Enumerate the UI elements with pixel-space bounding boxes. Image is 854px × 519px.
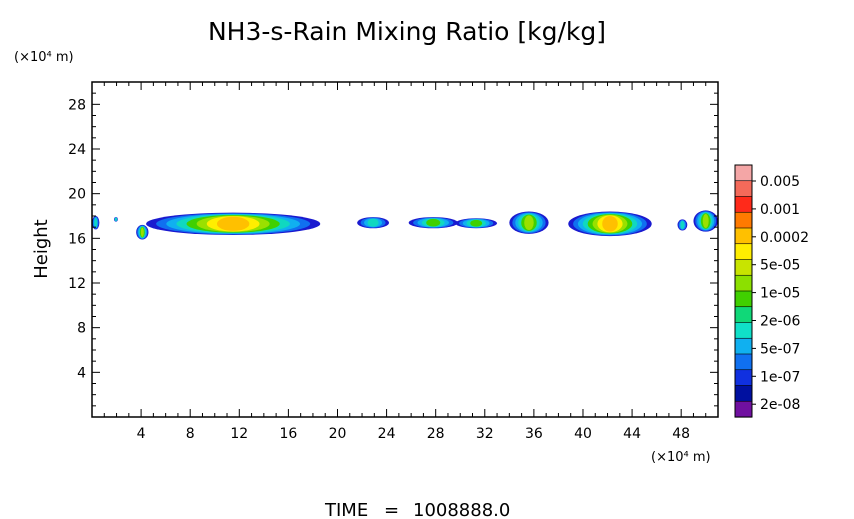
contour-region (408, 217, 458, 229)
y-tick-label: 12 (68, 276, 86, 292)
time-equals: = (384, 500, 399, 519)
colorbar-label: 2e-08 (760, 397, 800, 413)
contour-level (602, 216, 618, 232)
colorbar-swatch (734, 322, 753, 339)
contour-level (216, 216, 250, 231)
colorbar-label: 0.0002 (760, 230, 809, 246)
contour-region (509, 211, 549, 234)
colorbar-label: 5e-05 (760, 258, 800, 274)
contour-level (114, 217, 117, 221)
colorbar-swatch (734, 290, 753, 308)
contour-level (367, 218, 379, 227)
time-value: 1008888.0 (413, 500, 510, 519)
x-tick-label: 28 (427, 426, 445, 442)
x-tick-label: 40 (574, 426, 592, 442)
colorbar-label: 0.005 (760, 174, 800, 190)
y-tick-label: 8 (77, 321, 86, 337)
contour-region (146, 212, 321, 235)
colorbar-swatch (734, 196, 753, 213)
colorbar-swatch (734, 353, 753, 371)
colorbar-label: 5e-07 (760, 341, 800, 357)
x-unit-label: (×10⁴ m) (651, 450, 711, 465)
contour-region (92, 216, 100, 230)
colorbar-label: 0.001 (760, 202, 800, 218)
chart-title: NH3-s-Rain Mixing Ratio [kg/kg] (208, 17, 606, 46)
colorbar-swatch (734, 227, 753, 245)
y-tick-label: 4 (77, 365, 86, 381)
contour-level (470, 219, 483, 227)
colorbar-swatch (734, 259, 753, 276)
y-tick-label: 20 (68, 187, 86, 203)
y-axis-label: Height (31, 219, 52, 279)
contour-level (524, 215, 534, 231)
colorbar-swatch (734, 400, 753, 418)
contour-region (693, 210, 718, 232)
contour-region (114, 217, 118, 222)
colorbar-swatch (734, 369, 753, 387)
x-tick-label: 12 (230, 426, 248, 442)
contour-level (94, 217, 97, 228)
y-tick-label: 16 (68, 231, 86, 247)
x-tick-label: 16 (279, 426, 297, 442)
x-tick-label: 24 (378, 426, 396, 442)
y-tick-label: 28 (68, 97, 86, 113)
x-tick-label: 20 (329, 426, 347, 442)
colorbar: 0.005 0.001 0.0002 5e-05 1e-05 2e-06 5e-07 1e-0… (734, 164, 809, 418)
contour-level (140, 227, 144, 237)
colorbar-frame (734, 164, 753, 418)
contour-level (680, 220, 685, 229)
colorbar-label: 1e-05 (760, 286, 800, 302)
x-tick-label: 48 (672, 426, 690, 442)
x-tick-label: 8 (186, 426, 195, 442)
colorbar-label: 1e-07 (760, 369, 800, 385)
x-tick-label: 32 (476, 426, 494, 442)
contour-region (357, 217, 390, 229)
colorbar-swatch (734, 211, 753, 229)
colorbar-swatch (734, 243, 753, 261)
plot-frame (91, 81, 719, 418)
colorbar-swatch (734, 337, 753, 355)
y-unit-label: (×10⁴ m) (14, 50, 74, 65)
x-tick-label: 44 (623, 426, 641, 442)
contour-region (677, 219, 688, 231)
contour-level (702, 214, 709, 229)
contour-region (568, 211, 652, 237)
contour-region (136, 224, 149, 240)
contour-fields (92, 210, 718, 240)
colorbar-swatch (734, 306, 753, 324)
colorbar-label: 2e-06 (760, 314, 800, 330)
y-tick-label: 24 (68, 142, 86, 158)
x-tick-label: 4 (137, 426, 146, 442)
colorbar-swatch (734, 385, 753, 402)
colorbar-swatch (734, 180, 753, 198)
contour-region (455, 218, 498, 229)
colorbar-swatch (734, 164, 753, 182)
colorbar-swatch (734, 274, 753, 292)
contour-level (426, 218, 441, 227)
time-label: TIME (324, 500, 368, 519)
x-tick-label: 36 (525, 426, 543, 442)
